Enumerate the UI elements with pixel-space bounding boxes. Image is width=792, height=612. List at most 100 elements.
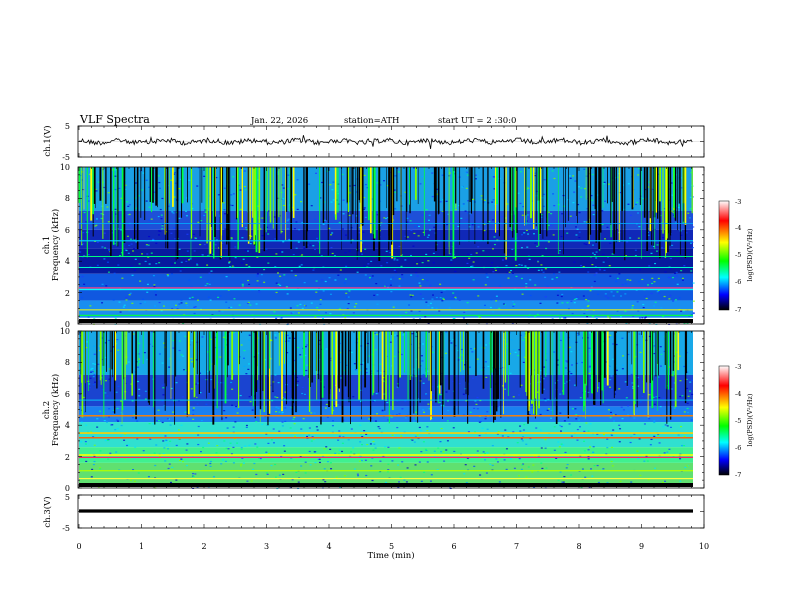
spectrum-cell [199,243,202,246]
spectrum-cell [642,306,645,309]
spectrum-cell [192,407,195,409]
spectrum-cell [615,280,618,282]
ch3v-axis-label: ch.3(V) [42,496,53,527]
spectrum-cell [160,218,163,220]
spectrum-cell [321,181,324,184]
ch1v-tick-top: 5 [65,122,70,131]
spectrum-cell [535,228,538,230]
spectrum-cell [358,460,361,462]
spectrum-cell [200,220,203,222]
spectrum-cell [147,476,150,478]
spectrum-cell [415,272,418,274]
spectrum-cell [108,249,111,251]
spectrum-cell [468,213,471,215]
spectrum-cell [512,272,515,274]
spectrum-cell [570,351,573,353]
spectrum-cell [506,203,509,205]
spectrum-cell [340,377,343,379]
spectrum-cell [474,178,477,180]
spectrum-cell [486,411,489,413]
spectrum-cell [624,255,627,257]
spectrum-cell [153,286,156,288]
spectrum-cell [230,237,233,239]
spectrum-cell [679,480,682,482]
spectrum-cell [119,311,122,313]
spectrum-cell [666,451,669,453]
spectrum-cell [322,455,325,457]
spectrum-cell [514,351,517,353]
spectrum-cell [345,292,348,294]
spectrum-cell [432,351,435,353]
spectrum-cell [250,480,253,482]
narrowband-line [79,240,693,242]
spectrum-cell [313,412,316,414]
spectrum-cell [370,260,373,263]
spectrum-cell [611,446,614,448]
spectrum-cell [133,239,136,241]
ch2-freq-tick-2: 2 [65,453,70,462]
spectrum-cell [170,232,173,234]
spectrum-cell [195,237,198,240]
spectrum-cell [223,213,226,215]
spectrum-cell [686,387,689,390]
spectrum-cell [257,457,260,459]
spectrum-cell [229,442,232,444]
spectrum-cell [520,277,523,280]
spectrum-cell [423,471,426,473]
spectrum-cell [150,252,153,254]
spectrum-cell [356,473,359,475]
spectrum-cell [515,264,518,267]
spectrum-cell [512,305,515,308]
spectrum-cell [369,443,372,445]
spectrum-cell [638,438,641,440]
spectrum-cell [361,436,364,438]
spectrum-cell [422,343,425,345]
spectrum-cell [270,439,273,441]
spectrum-cell [364,459,367,461]
spectrum-cell [654,467,657,469]
spectrum-cell [593,274,596,276]
spectrum-cell [624,283,627,285]
spectrum-cell [569,215,572,217]
spectrum-cell [95,218,98,220]
spectrum-cell [580,187,583,189]
spectrum-cell [389,252,392,254]
spectrum-cell [383,370,386,373]
spectrum-cell [335,199,338,201]
spectrum-cell [256,273,259,275]
spectrum-cell [441,347,444,349]
spectrum-cell [156,420,159,422]
spectrum-cell [429,480,432,482]
spectrum-cell [410,254,413,257]
spectrum-cell [245,229,248,231]
spectrum-cell [661,315,664,317]
narrowband-line [79,437,693,439]
spectrum-cell [522,339,525,341]
spectrum-cell [666,425,669,427]
spectrum-cell [94,363,97,365]
spectrum-cell [598,340,601,343]
spectrum-cell [185,215,188,217]
spectrum-cell [658,292,661,294]
spectrum-cell [426,426,429,428]
spectrum-cell [147,256,150,258]
spectrum-cell [502,303,505,305]
spectrum-cell [463,311,466,314]
ch2-cb-tick-m6: -6 [735,444,741,452]
spectrum-cell [448,307,451,309]
spectrum-cell [634,255,637,257]
spectrum-cell [661,481,664,483]
spectrum-cell [613,414,616,416]
spectrum-cell [486,276,489,278]
spectrum-cell [135,224,138,226]
spectrum-cell [625,322,628,324]
spectrum-cell [545,467,548,469]
spectrum-cell [446,400,449,402]
spectrum-cell [692,282,695,284]
spectrum-cell [631,382,634,384]
spectrum-cell [165,444,168,446]
spectrum-cell [105,375,108,377]
spectrum-cell [643,317,646,319]
spectrum-cell [196,299,199,301]
spectrum-cell [266,226,269,228]
